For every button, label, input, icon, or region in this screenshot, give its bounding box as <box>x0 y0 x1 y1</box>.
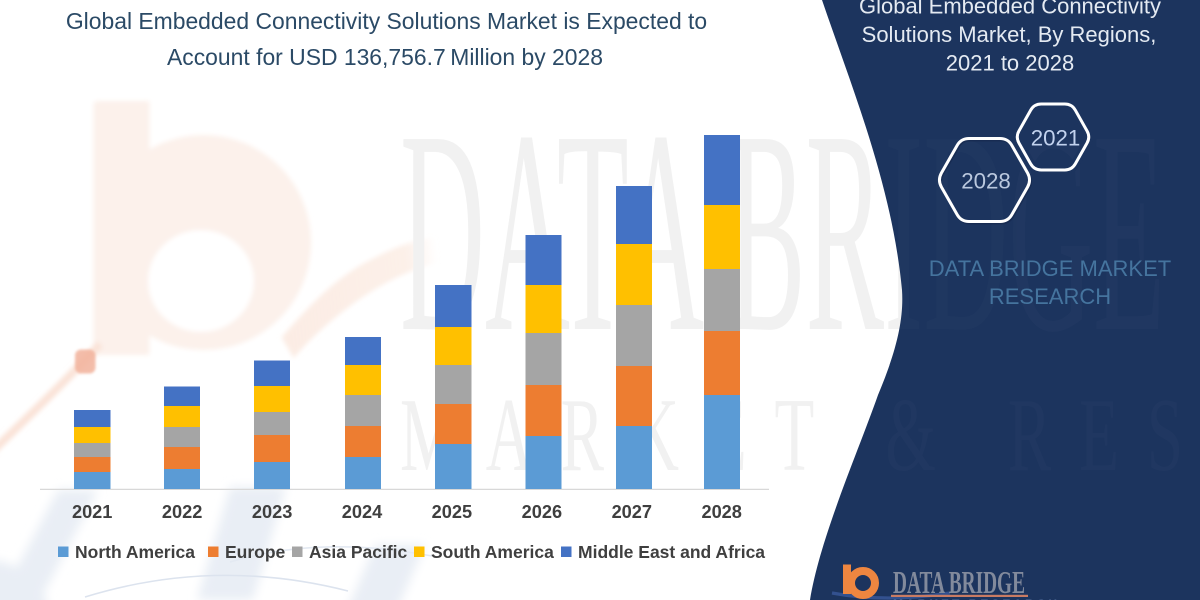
svg-text:Middle East and Africa: Middle East and Africa <box>578 542 765 562</box>
svg-text:2022: 2022 <box>162 502 202 522</box>
svg-text:Global Embedded Connectivity S: Global Embedded Connectivity Solutions M… <box>66 8 707 34</box>
svg-text:MARKET RESEARCH: MARKET RESEARCH <box>893 597 1060 600</box>
svg-text:Solutions Market, By Regions,: Solutions Market, By Regions, <box>862 22 1157 47</box>
svg-text:2026: 2026 <box>522 502 562 522</box>
svg-text:South America: South America <box>431 542 554 562</box>
svg-text:North America: North America <box>75 542 195 562</box>
svg-text:2027: 2027 <box>612 502 652 522</box>
svg-text:2021: 2021 <box>1031 125 1081 150</box>
svg-text:DATA BRIDGE: DATA BRIDGE <box>893 564 1025 600</box>
svg-text:Europe: Europe <box>225 542 286 562</box>
svg-text:2028: 2028 <box>701 502 741 522</box>
svg-text:2028: 2028 <box>961 169 1011 194</box>
svg-text:Account for USD 136,756.7 Mill: Account for USD 136,756.7 Million by 202… <box>167 44 603 70</box>
svg-text:DATA BRIDGE MARKET: DATA BRIDGE MARKET <box>929 256 1171 281</box>
svg-text:2024: 2024 <box>342 502 383 522</box>
svg-text:2023: 2023 <box>252 502 292 522</box>
svg-text:Global Embedded Connectivity: Global Embedded Connectivity <box>859 0 1161 19</box>
svg-text:Asia Pacific: Asia Pacific <box>309 542 408 562</box>
svg-text:2021: 2021 <box>72 502 112 522</box>
svg-text:2025: 2025 <box>432 502 472 522</box>
svg-text:RESEARCH: RESEARCH <box>989 284 1111 309</box>
svg-text:2021 to 2028: 2021 to 2028 <box>946 51 1074 76</box>
